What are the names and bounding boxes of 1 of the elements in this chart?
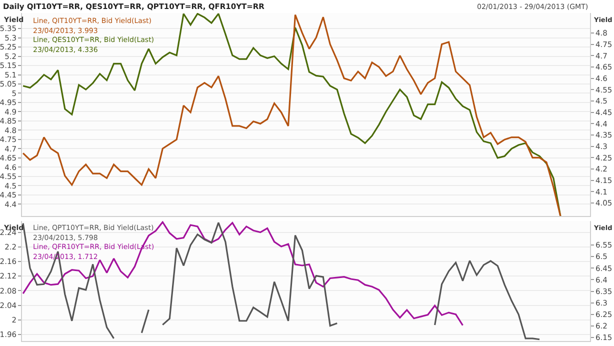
line-series <box>22 221 464 326</box>
